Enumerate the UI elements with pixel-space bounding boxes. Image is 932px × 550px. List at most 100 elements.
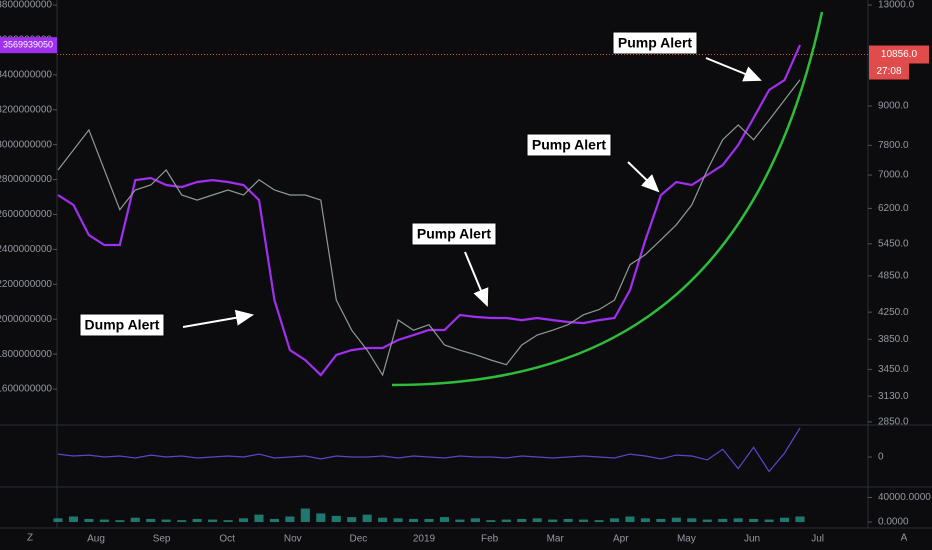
x-tick-label: Feb bbox=[481, 534, 499, 545]
volume-bar bbox=[285, 516, 295, 522]
volume-bar bbox=[269, 518, 279, 522]
annotation: Pump Alert bbox=[526, 133, 660, 193]
y-tick-label: 3200000000 bbox=[0, 104, 52, 115]
volume-bar bbox=[424, 518, 434, 522]
volume-bar bbox=[300, 508, 310, 522]
annotation: Pump Alert bbox=[411, 222, 497, 307]
y-tick-label: 3000000000 bbox=[0, 139, 52, 150]
plot-area bbox=[53, 44, 805, 522]
volume-bar bbox=[439, 517, 450, 522]
volume-bar bbox=[733, 518, 743, 522]
volume-bar bbox=[393, 518, 403, 522]
volume-bar bbox=[702, 519, 712, 522]
volume-bar bbox=[594, 520, 604, 522]
auto-button[interactable]: A bbox=[901, 533, 908, 544]
series-line bbox=[57, 79, 801, 377]
y-tick-label: 40000.0000 bbox=[878, 492, 931, 503]
volume-bar bbox=[378, 517, 388, 522]
volume-bar bbox=[656, 518, 666, 522]
last-price-label: 10856.0 bbox=[881, 49, 918, 60]
y2-tick-label: 3450.0 bbox=[878, 364, 909, 375]
volume-bar bbox=[316, 513, 326, 522]
annotation-arrow bbox=[464, 251, 489, 307]
annotation-text: Pump Alert bbox=[618, 35, 692, 51]
volume-bar bbox=[238, 518, 249, 522]
countdown-label: 27:08 bbox=[876, 66, 901, 77]
y-tick-label: 2200000000 bbox=[0, 279, 52, 290]
y-tick-label: 0 bbox=[878, 452, 884, 463]
volume-bar bbox=[161, 519, 171, 522]
annotation-box bbox=[612, 31, 698, 55]
x-tick-label: Jul bbox=[811, 534, 824, 545]
x-tick-label: Oct bbox=[219, 534, 235, 545]
volume-bar bbox=[254, 514, 264, 522]
series-line bbox=[57, 427, 801, 473]
volume-bar bbox=[455, 519, 465, 522]
annotation: Dump Alert bbox=[79, 309, 254, 337]
annotation-arrow bbox=[627, 161, 660, 193]
series-line bbox=[57, 44, 802, 377]
volume-bar bbox=[331, 515, 341, 522]
y2-tick-label: 7000.0 bbox=[878, 170, 909, 181]
volume-bar bbox=[192, 518, 202, 522]
volume-bar bbox=[223, 520, 233, 522]
volume-bar bbox=[779, 517, 790, 522]
x-tick-label: Aug bbox=[87, 534, 105, 545]
annotation-box bbox=[526, 133, 612, 157]
x-tick-label: Nov bbox=[284, 534, 302, 545]
y2-tick-label: 7800.0 bbox=[878, 140, 909, 151]
annotation-arrow bbox=[182, 309, 254, 328]
y2-tick-label: 3130.0 bbox=[878, 391, 909, 402]
volume-bar bbox=[208, 519, 218, 522]
y-tick-label: 2600000000 bbox=[0, 209, 52, 220]
last-value-label: 3569939050 bbox=[3, 40, 53, 50]
volume-bar bbox=[362, 514, 372, 522]
y-tick-label: 1600000000 bbox=[0, 384, 52, 395]
scale-button[interactable]: Z bbox=[27, 533, 33, 544]
y2-tick-label: 9000.0 bbox=[878, 101, 909, 112]
y-tick-label: 1800000000 bbox=[0, 349, 52, 360]
volume-bar bbox=[177, 520, 187, 522]
volume-bar bbox=[99, 519, 109, 522]
volume-bar bbox=[408, 518, 419, 522]
y-tick-label: 2800000000 bbox=[0, 174, 52, 185]
annotation-box bbox=[79, 313, 165, 337]
y-tick-label: 0.0000 bbox=[878, 517, 909, 528]
countdown-tag bbox=[869, 63, 909, 80]
volume-bar bbox=[687, 518, 697, 522]
volume-bar bbox=[609, 518, 620, 522]
volume-bar bbox=[640, 518, 650, 522]
trend-curve bbox=[391, 11, 824, 387]
y2-tick-label: 4250.0 bbox=[878, 307, 909, 318]
annotation-box bbox=[411, 222, 497, 246]
volume-bar bbox=[671, 517, 681, 522]
volume-bar bbox=[115, 520, 125, 522]
volume-bar bbox=[130, 517, 140, 522]
y2-tick-label: 13000.0 bbox=[878, 0, 915, 11]
y-tick-label: 2000000000 bbox=[0, 314, 52, 325]
y2-tick-label: 5450.0 bbox=[878, 238, 909, 249]
x-tick-label: Sep bbox=[153, 534, 171, 545]
volume-bar bbox=[548, 519, 558, 522]
volume-bar bbox=[749, 518, 759, 522]
volume-bar bbox=[517, 518, 527, 522]
y-tick-label: 3800000000 bbox=[0, 0, 52, 11]
volume-bar bbox=[718, 518, 728, 522]
volume-bar bbox=[563, 518, 573, 522]
y2-tick-label: 4850.0 bbox=[878, 270, 909, 281]
last-price-tag bbox=[869, 45, 929, 64]
volume-bar bbox=[53, 518, 63, 522]
annotation-text: Pump Alert bbox=[417, 226, 491, 242]
x-tick-label: Apr bbox=[613, 534, 629, 545]
volume-bar bbox=[764, 519, 774, 522]
y2-tick-label: 3850.0 bbox=[878, 334, 909, 345]
volume-bar bbox=[347, 517, 357, 522]
volume-bar bbox=[68, 516, 79, 522]
y2-tick-label: 6200.0 bbox=[878, 203, 909, 214]
x-tick-label: Dec bbox=[350, 534, 368, 545]
volume-bar bbox=[84, 518, 94, 522]
volume-bar bbox=[486, 520, 496, 522]
y-tick-label: 3400000000 bbox=[0, 69, 52, 80]
